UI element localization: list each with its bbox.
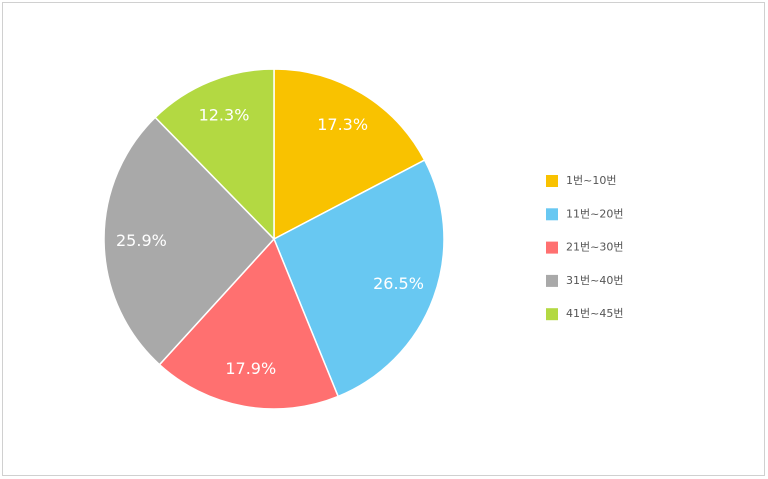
- legend-swatch: [546, 241, 558, 254]
- slice-label: 26.5%: [373, 274, 424, 293]
- legend-swatch: [546, 308, 558, 321]
- legend-label: 21번~30번: [566, 241, 623, 254]
- slice-label: 17.3%: [317, 115, 368, 134]
- pie-slice: [103, 116, 276, 366]
- pie-slice: [158, 237, 340, 410]
- pie-slice: [154, 68, 275, 241]
- pie-slice: [273, 68, 426, 241]
- legend-label: 31번~40번: [566, 274, 623, 287]
- slice-label: 12.3%: [199, 106, 250, 125]
- legend-swatch: [546, 175, 558, 187]
- legend-label: 1번~10번: [566, 174, 616, 187]
- pie-slice: [273, 159, 445, 398]
- slice-label: 25.9%: [116, 231, 167, 250]
- legend-label: 41번~45번: [566, 307, 623, 320]
- legend-swatch: [546, 274, 558, 287]
- legend-swatch: [546, 208, 558, 221]
- slice-label: 17.9%: [225, 359, 276, 378]
- legend-label: 11번~20번: [566, 207, 623, 220]
